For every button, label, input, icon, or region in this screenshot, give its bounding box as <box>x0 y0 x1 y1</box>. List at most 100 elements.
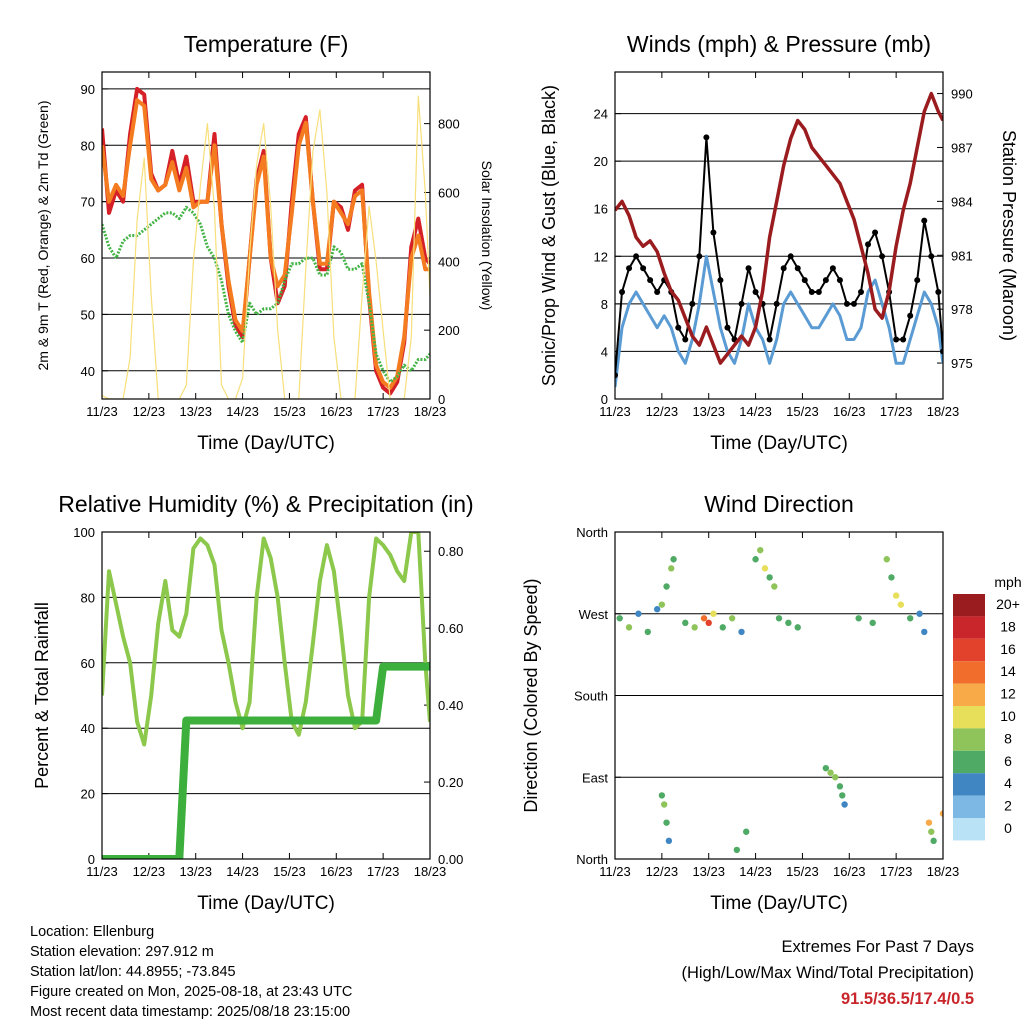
direction-point <box>771 583 778 590</box>
x-tick-label: 15/23 <box>273 404 306 419</box>
y-tick-label: 40 <box>81 721 95 736</box>
direction-point <box>785 619 792 627</box>
y-axis-label-temperature: 2m & 9m T (Red, Orange) & 2m Td (Green) <box>35 101 51 371</box>
colorbar-swatch <box>953 728 985 751</box>
colorbar-swatch <box>953 683 985 706</box>
y-tick-label: North <box>576 852 608 867</box>
y2-tick-label: 975 <box>951 356 973 371</box>
direction-point <box>663 819 670 826</box>
colorbar-label: 14 <box>1000 663 1016 679</box>
gust-point <box>879 253 886 260</box>
colorbar-swatch <box>953 706 985 729</box>
gust-point <box>843 300 850 307</box>
panel-title-humidity: Relative Humidity (%) & Precipitation (i… <box>58 491 473 517</box>
x-tick-label: 13/23 <box>692 864 725 879</box>
gust-point <box>724 324 731 331</box>
x-axis-label-humidity: Time (Day/UTC) <box>197 893 335 914</box>
x-tick-label: 15/23 <box>786 404 819 419</box>
y-tick-label: West <box>579 607 609 622</box>
y2-tick-label: 978 <box>951 302 973 317</box>
x-tick-label: 15/23 <box>273 864 306 879</box>
y2-tick-label: 600 <box>438 185 460 200</box>
gust-point <box>935 288 942 295</box>
gust-point <box>801 277 808 284</box>
x-tick-label: 18/23 <box>927 404 960 419</box>
direction-point <box>892 592 900 599</box>
direction-point <box>944 824 950 830</box>
created-text: Figure created on Mon, 2025-08-18, at 23… <box>30 984 353 1000</box>
direction-point <box>658 792 666 799</box>
series-line-wind <box>615 254 943 388</box>
colorbar-label: 6 <box>1004 753 1012 769</box>
series-line-total-precipitation <box>102 662 430 859</box>
y2-tick-label: 984 <box>951 194 973 209</box>
x-tick-label: 13/23 <box>179 864 212 879</box>
direction-point <box>827 769 834 776</box>
x-tick-label: 18/23 <box>927 864 960 879</box>
gust-point <box>640 265 647 272</box>
direction-point <box>616 615 623 622</box>
gust-point <box>780 265 787 272</box>
y2-tick-label: 0.20 <box>438 775 463 790</box>
direction-point <box>925 819 933 826</box>
x-axis-label-direction: Time (Day/UTC) <box>710 893 848 914</box>
gust-point <box>822 277 829 284</box>
y-axis-label-winds: Sonic/Prop Wind & Gust (Blue, Black) <box>539 85 559 386</box>
y-tick-label: North <box>576 525 608 540</box>
direction-point <box>668 565 675 572</box>
y2-tick-label: 0.60 <box>438 621 463 636</box>
x-tick-label: 12/23 <box>133 864 166 879</box>
direction-point <box>738 628 745 636</box>
y2-tick-label: 0.80 <box>438 544 463 559</box>
y-tick-label: East <box>582 770 608 785</box>
colorbar-label: 10 <box>1000 708 1016 724</box>
direction-point <box>663 583 670 590</box>
colorbar-label: 16 <box>1000 641 1016 657</box>
direction-point <box>710 610 717 617</box>
direction-point <box>907 615 914 622</box>
y-tick-label: South <box>574 689 608 704</box>
gust-point <box>766 336 773 343</box>
gust-point <box>615 372 618 379</box>
direction-point <box>939 810 943 817</box>
direction-point <box>670 556 677 563</box>
direction-point <box>949 847 955 853</box>
gust-point <box>745 265 752 272</box>
direction-point <box>757 546 764 554</box>
recent-data-text: Most recent data timestamp: 2025/08/18 2… <box>30 1004 351 1020</box>
colorbar-label: 18 <box>1000 618 1016 634</box>
x-tick-label: 13/23 <box>179 404 212 419</box>
y-tick-label: 100 <box>73 525 95 540</box>
colorbar-label: 2 <box>1004 798 1012 814</box>
x-tick-label: 11/23 <box>599 864 631 879</box>
y-tick-label: 90 <box>81 82 95 97</box>
gust-point <box>921 217 928 224</box>
station-info: Location: Ellenburg Station elevation: 2… <box>30 922 352 1022</box>
extremes-box: Extremes For Past 7 Days (High/Low/Max W… <box>681 934 974 1012</box>
y-tick-label: 4 <box>601 344 608 359</box>
direction-point <box>719 624 726 631</box>
y-tick-label: 60 <box>81 251 95 266</box>
x-tick-label: 11/23 <box>86 404 118 419</box>
x-tick-label: 16/23 <box>833 864 866 879</box>
gust-point <box>689 300 696 307</box>
y-tick-label: 12 <box>594 249 608 264</box>
gust-point <box>710 229 717 236</box>
elevation-text: Station elevation: 297.912 m <box>30 944 214 960</box>
gust-point <box>717 277 724 284</box>
y-tick-label: 20 <box>594 154 608 169</box>
gust-point <box>907 312 914 319</box>
gust-point <box>940 348 943 355</box>
direction-point <box>682 619 689 627</box>
location-text: Location: Ellenburg <box>30 924 155 940</box>
direction-point <box>743 828 750 835</box>
panel-title-winds: Winds (mph) & Pressure (mb) <box>627 31 931 57</box>
gust-point <box>738 300 745 307</box>
panel-title-temperature: Temperature (F) <box>184 31 349 57</box>
y-axis-label-humidity: Percent & Total Rainfall <box>32 602 52 789</box>
colorbar-swatch <box>953 818 985 841</box>
gust-point <box>808 288 815 295</box>
direction-point <box>921 628 928 636</box>
colorbar-swatch <box>953 594 985 617</box>
